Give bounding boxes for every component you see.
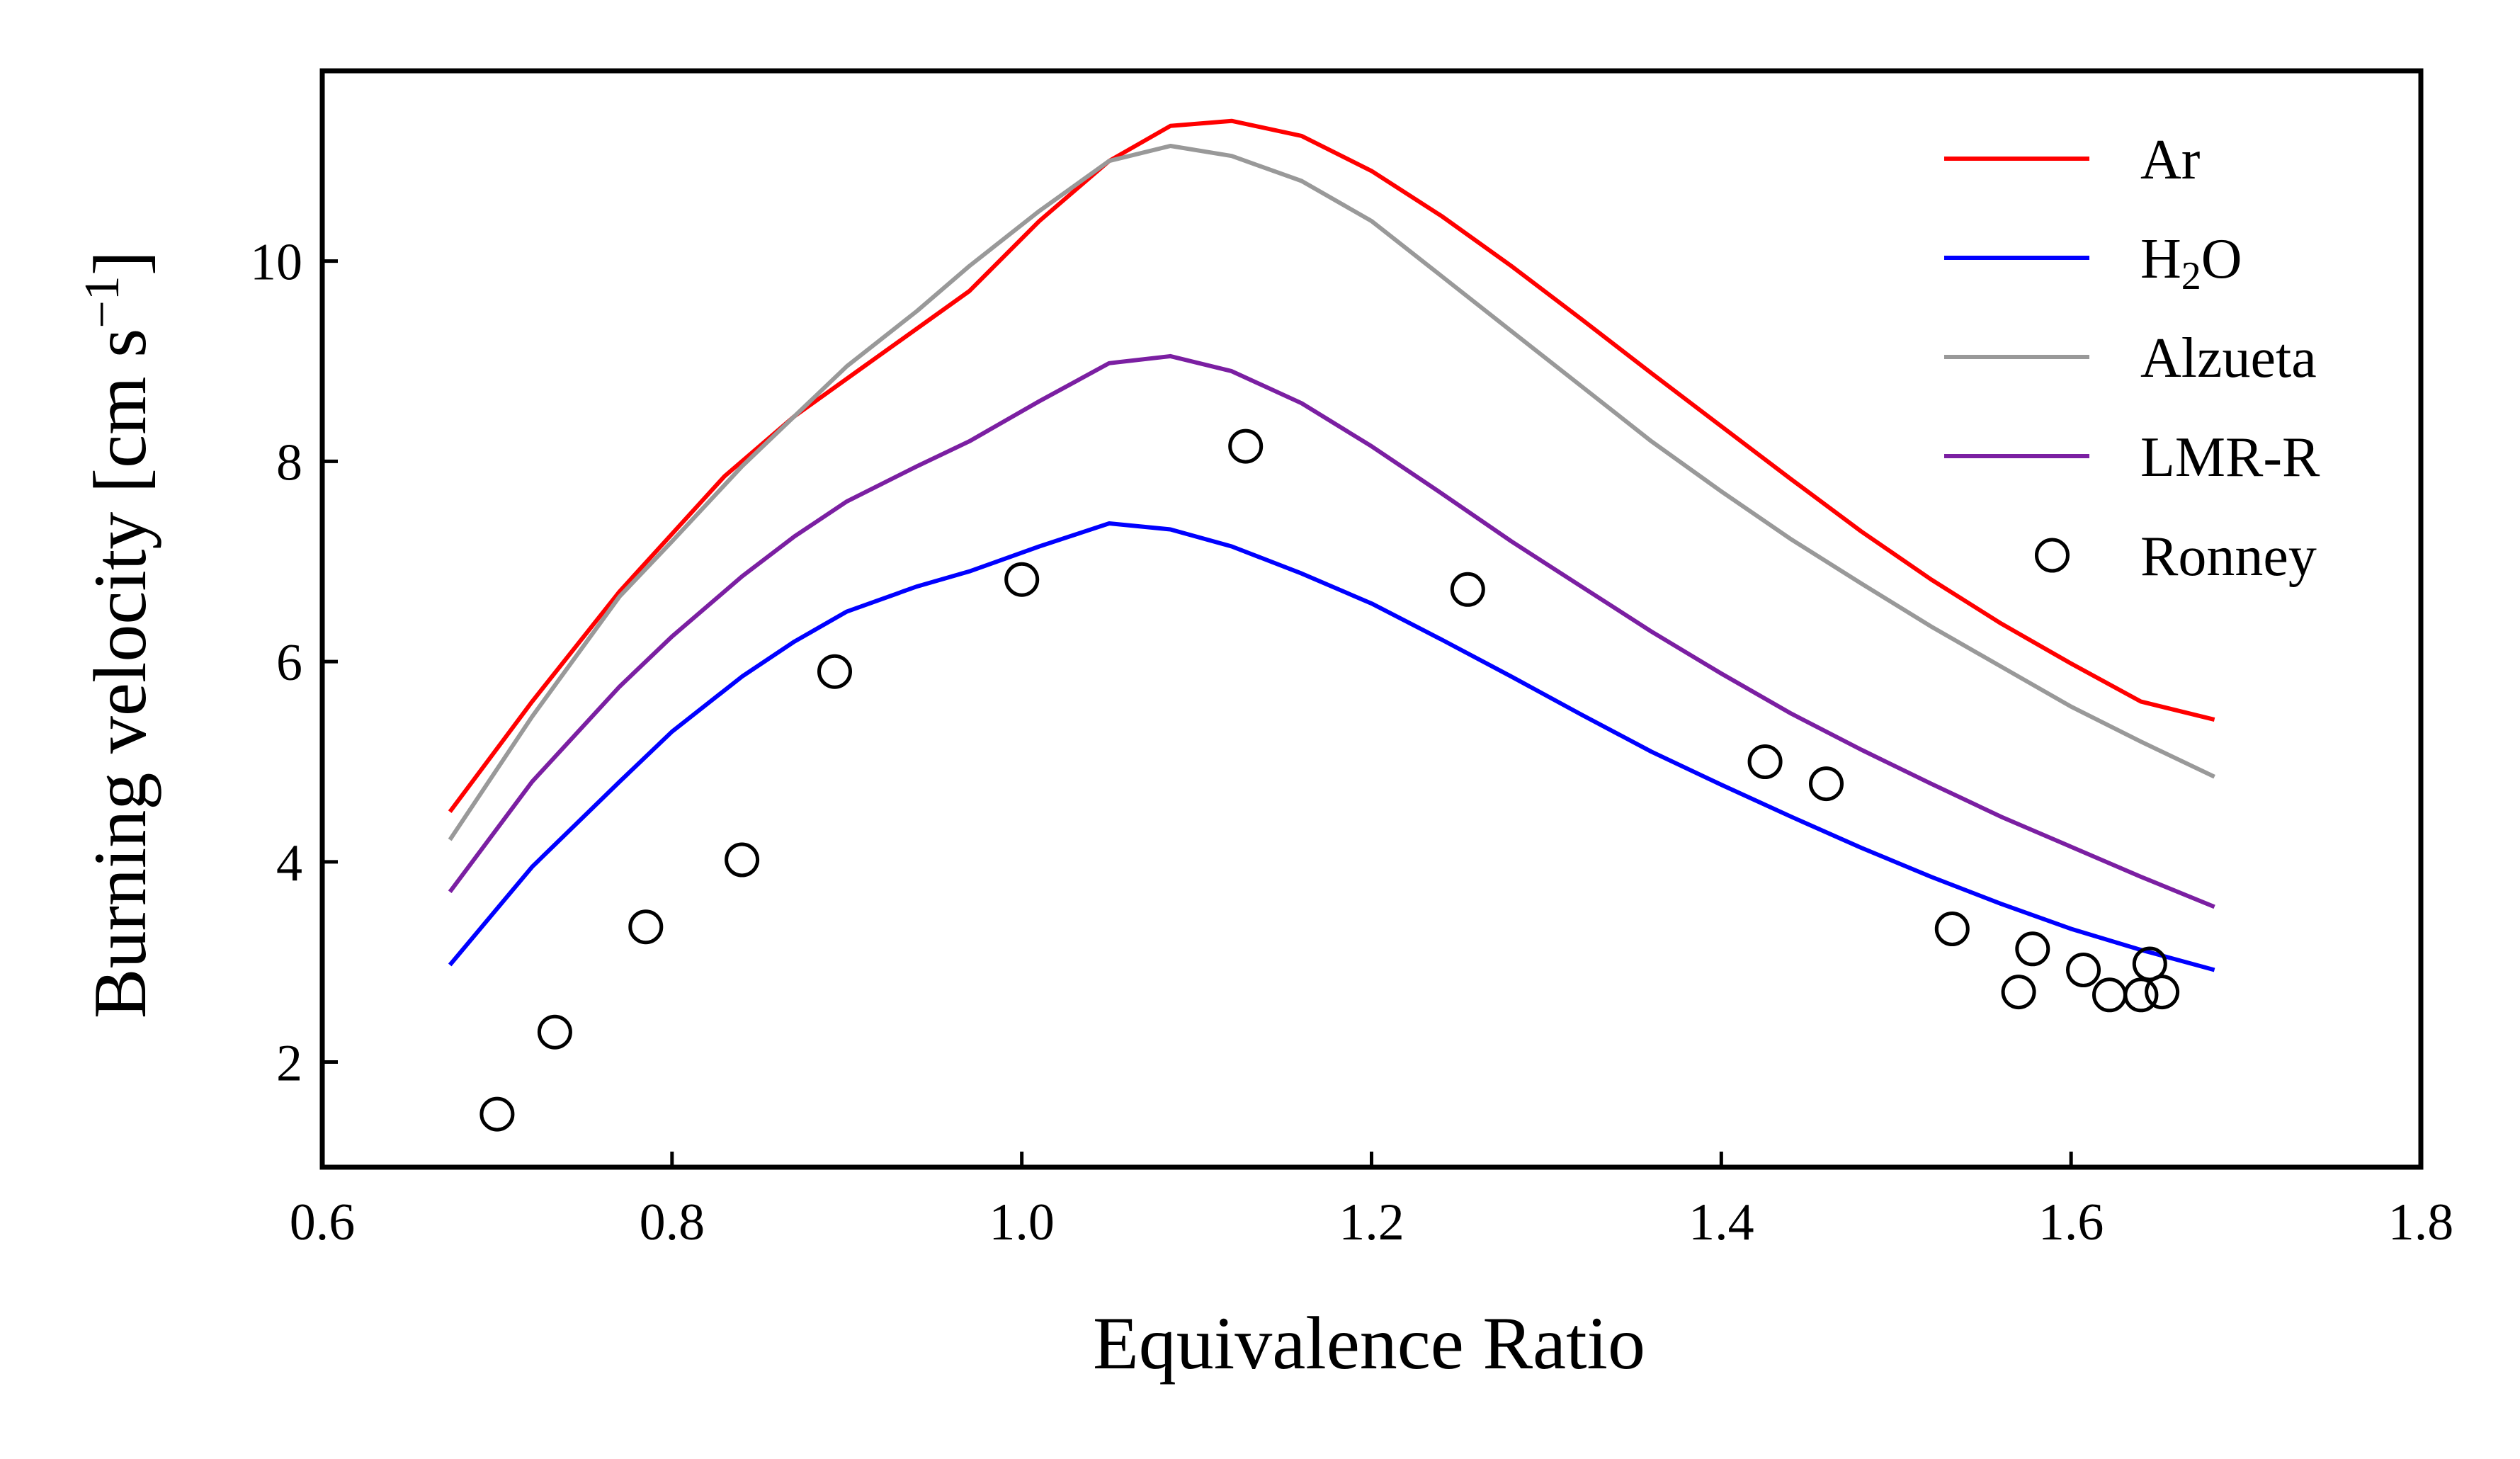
- data-point-ronney: [817, 654, 852, 689]
- ticks-layer: 0.6 0.8 1.0 1.2 1.4 1.6 1.8 2 4 6 8 10: [250, 234, 2453, 1251]
- plot-frame: [319, 68, 2424, 1170]
- x-tick-label: 1.0: [989, 1193, 1055, 1251]
- data-point-ronney: [2001, 975, 2036, 1010]
- data-point-ronney: [2092, 977, 2127, 1013]
- legend-label-alzueta: Alzueta: [2140, 327, 2317, 390]
- data-point-ronney: [1809, 766, 1844, 802]
- data-point-ronney: [1228, 428, 1264, 464]
- y-axis-label-main: Burning velocity [cm s: [79, 329, 161, 1018]
- x-tick-label: 1.6: [2038, 1193, 2104, 1251]
- legend-label-lmr-r: LMR-R: [2140, 426, 2320, 489]
- legend-label-h2o: H2O: [2140, 228, 2242, 298]
- y-axis-label-close: ]: [79, 251, 161, 276]
- y-tick-label: 4: [276, 834, 302, 892]
- data-point-ronney: [2066, 953, 2101, 987]
- y-axis-label-sup: −1: [75, 276, 130, 328]
- legend-swatch-ronney: [2035, 538, 2070, 573]
- y-tick-label: 2: [276, 1035, 302, 1093]
- data-point-ronney: [1747, 744, 1783, 779]
- data-point-ronney: [628, 909, 664, 945]
- data-point-ronney: [537, 1014, 572, 1050]
- x-tick-label: 0.6: [290, 1193, 356, 1251]
- y-tick-label: 6: [276, 634, 302, 692]
- x-tick-label: 1.4: [1688, 1193, 1754, 1251]
- x-axis-label: Equivalence Ratio: [1093, 1302, 1645, 1385]
- data-point-ronney: [2015, 931, 2050, 967]
- data-point-ronney: [2123, 977, 2159, 1013]
- data-layer: [448, 118, 2215, 1132]
- series-line-h2o: [448, 521, 2215, 972]
- data-point-ronney: [2132, 946, 2167, 982]
- data-point-ronney: [725, 842, 760, 878]
- legend-label-ronney: Ronney: [2140, 526, 2317, 588]
- data-point-ronney: [2145, 975, 2180, 1010]
- series-line-ar: [448, 118, 2215, 813]
- data-point-ronney: [479, 1096, 515, 1132]
- y-axis-label: Burning velocity [cm s−1]: [75, 251, 161, 1018]
- x-tick-label: 0.8: [640, 1193, 705, 1251]
- y-tick-label: 10: [250, 234, 302, 292]
- x-tick-label: 1.2: [1339, 1193, 1404, 1251]
- data-point-ronney: [1004, 562, 1040, 597]
- data-point-ronney: [1934, 912, 1970, 946]
- data-point-ronney: [1450, 572, 1485, 607]
- series-line-lmr-r: [448, 353, 2215, 909]
- legend-label-ar: Ar: [2140, 129, 2200, 191]
- y-tick-label: 8: [276, 433, 302, 492]
- legend: Ar H2O Alzueta LMR-R Ronney: [1944, 129, 2320, 588]
- x-tick-label: 1.8: [2388, 1193, 2454, 1251]
- series-line-alzueta: [448, 144, 2215, 841]
